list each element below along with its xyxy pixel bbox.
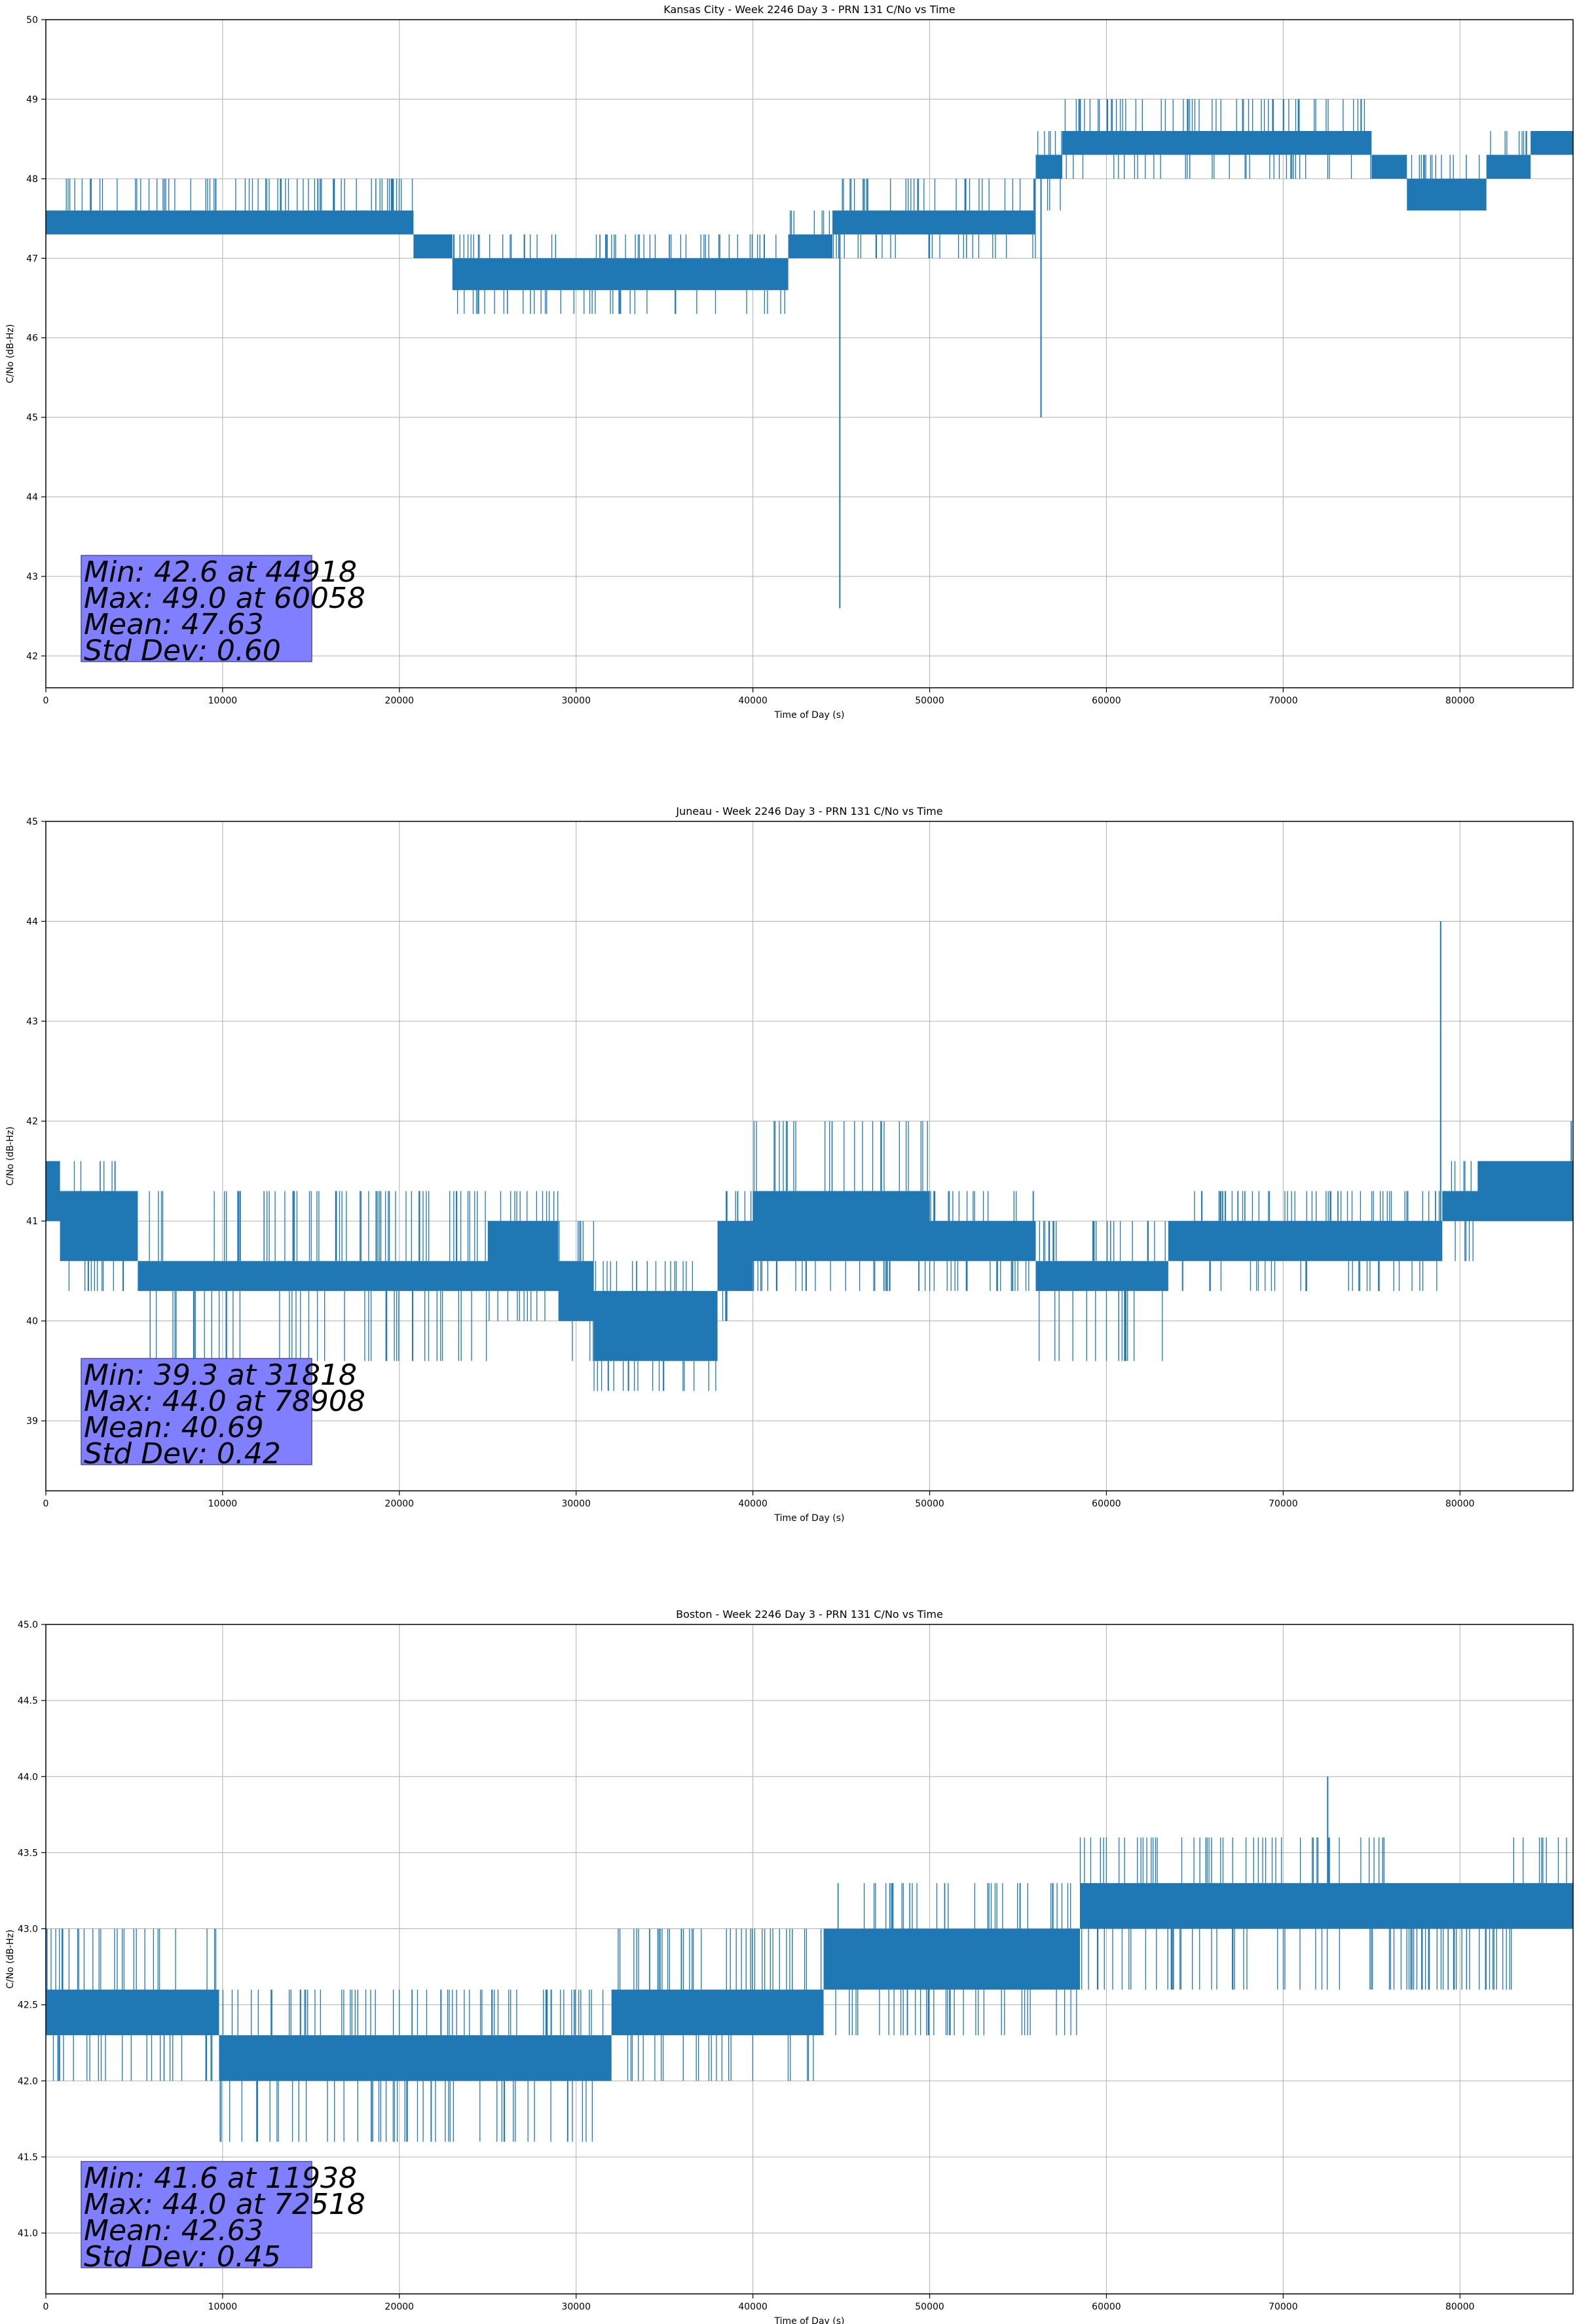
x-tick-label: 70000	[1269, 2302, 1298, 2312]
x-tick-label: 70000	[1269, 696, 1298, 706]
stats-line: Min: 41.6 at 11938	[84, 2162, 357, 2195]
x-tick-label: 80000	[1445, 1499, 1475, 1509]
x-tick-label: 60000	[1092, 2302, 1121, 2312]
stats-line: Min: 39.3 at 31818	[84, 1359, 357, 1392]
x-tick-label: 0	[43, 696, 49, 706]
x-tick-label: 30000	[561, 696, 591, 706]
x-tick-label: 50000	[915, 696, 944, 706]
y-tick-label: 41	[26, 1216, 38, 1227]
y-axis-label: C/No (dB-Hz)	[5, 1930, 16, 1989]
x-tick-label: 0	[43, 2302, 49, 2312]
x-tick-label: 30000	[561, 2302, 591, 2312]
y-tick-label: 42.5	[18, 2000, 38, 2011]
x-tick-label: 60000	[1092, 696, 1121, 706]
series-line	[46, 921, 1573, 1391]
x-tick-label: 20000	[385, 1499, 415, 1509]
x-tick-label: 0	[43, 1499, 49, 1509]
stats-box-bg	[81, 2161, 312, 2268]
series-line	[45, 1776, 1573, 2142]
series-band	[46, 1161, 1573, 1361]
y-tick-label: 41.5	[18, 2152, 38, 2163]
y-tick-label: 39	[26, 1416, 38, 1427]
stats-line: Max: 44.0 at 72518	[84, 2188, 365, 2221]
stats-line: Mean: 40.69	[84, 1411, 264, 1444]
x-tick-label: 80000	[1445, 2302, 1475, 2312]
chart-panel-2: 0 10000 20000 30000 40000 50000 60000 70000 8000…	[5, 805, 1574, 1524]
y-tick-label: 44.5	[18, 1696, 38, 1706]
chart-title: Boston - Week 2246 Day 3 - PRN 131 C/No …	[676, 1608, 943, 1621]
x-axis-label: Time of Day (s)	[774, 1513, 845, 1524]
stats-line: Min: 42.6 at 44918	[84, 555, 357, 589]
chart-panel-1: 0 10000 20000 30000 40000 50000 60000 70000 8000…	[5, 3, 1574, 721]
x-tick-label: 10000	[208, 1499, 238, 1509]
x-axis-label: Time of Day (s)	[774, 710, 845, 721]
stats-line: Std Dev: 0.60	[84, 634, 281, 667]
y-tick-label: 48	[26, 174, 38, 185]
axes-frame	[45, 19, 1574, 688]
series-excursions	[45, 1837, 1567, 2142]
stats-line: Std Dev: 0.45	[84, 2240, 281, 2274]
x-tick-label: 40000	[738, 2302, 768, 2312]
stats-box-bg	[81, 555, 312, 662]
x-tick-label: 20000	[385, 696, 415, 706]
series-line	[46, 99, 1573, 609]
x-tick-label: 10000	[208, 696, 238, 706]
y-tick-label: 45.0	[18, 1620, 38, 1630]
stats-line: Mean: 42.63	[84, 2214, 264, 2247]
y-tick-label: 44.0	[18, 1772, 38, 1782]
axes-frame	[45, 821, 1574, 1491]
stats-line: Max: 44.0 at 78908	[84, 1385, 365, 1418]
x-tick-label: 60000	[1092, 1499, 1121, 1509]
y-tick-label: 43	[26, 1017, 38, 1027]
y-tick-label: 41.0	[18, 2228, 38, 2239]
series-excursions	[65, 99, 1527, 314]
y-axis-label: C/No (dB-Hz)	[5, 324, 16, 383]
stats-box-bg	[81, 1358, 312, 1465]
y-tick-label: 49	[26, 94, 38, 105]
y-tick-label: 42	[26, 1117, 38, 1127]
y-tick-label: 47	[26, 253, 38, 264]
x-tick-label: 40000	[738, 696, 768, 706]
x-tick-label: 50000	[915, 1499, 944, 1509]
x-tick-label: 30000	[561, 1499, 591, 1509]
y-tick-label: 43.5	[18, 1848, 38, 1858]
series-band	[46, 131, 1573, 290]
y-tick-label: 50	[26, 15, 38, 26]
x-tick-label: 50000	[915, 2302, 944, 2312]
y-tick-label: 40	[26, 1317, 38, 1327]
y-tick-label: 46	[26, 333, 38, 344]
chart-panel-3: 0 10000 20000 30000 40000 50000 60000 70000 8000…	[5, 1608, 1574, 2324]
stats-line: Std Dev: 0.42	[84, 1437, 281, 1471]
y-tick-label: 44	[26, 917, 38, 928]
chart-title: Juneau - Week 2246 Day 3 - PRN 131 C/No …	[675, 805, 942, 817]
y-tick-label: 43.0	[18, 1924, 38, 1935]
chart-title: Kansas City - Week 2246 Day 3 - PRN 131 …	[663, 3, 955, 16]
y-tick-label: 44	[26, 493, 38, 503]
y-tick-label: 45	[26, 413, 38, 423]
series-band	[46, 1883, 1573, 2081]
stats-line: Mean: 47.63	[84, 608, 264, 641]
x-tick-label: 70000	[1269, 1499, 1298, 1509]
y-tick-label: 42	[26, 651, 38, 662]
x-tick-label: 40000	[738, 1499, 768, 1509]
axes-frame	[45, 1624, 1574, 2295]
x-axis-label: Time of Day (s)	[774, 2316, 845, 2324]
x-tick-label: 20000	[385, 2302, 415, 2312]
stats-line: Max: 49.0 at 60058	[84, 582, 365, 615]
y-tick-label: 43	[26, 572, 38, 582]
x-tick-label: 10000	[208, 2302, 238, 2312]
y-axis-label: C/No (dB-Hz)	[5, 1127, 16, 1186]
y-tick-label: 42.0	[18, 2076, 38, 2087]
x-tick-label: 80000	[1445, 696, 1475, 706]
y-tick-label: 45	[26, 817, 38, 827]
